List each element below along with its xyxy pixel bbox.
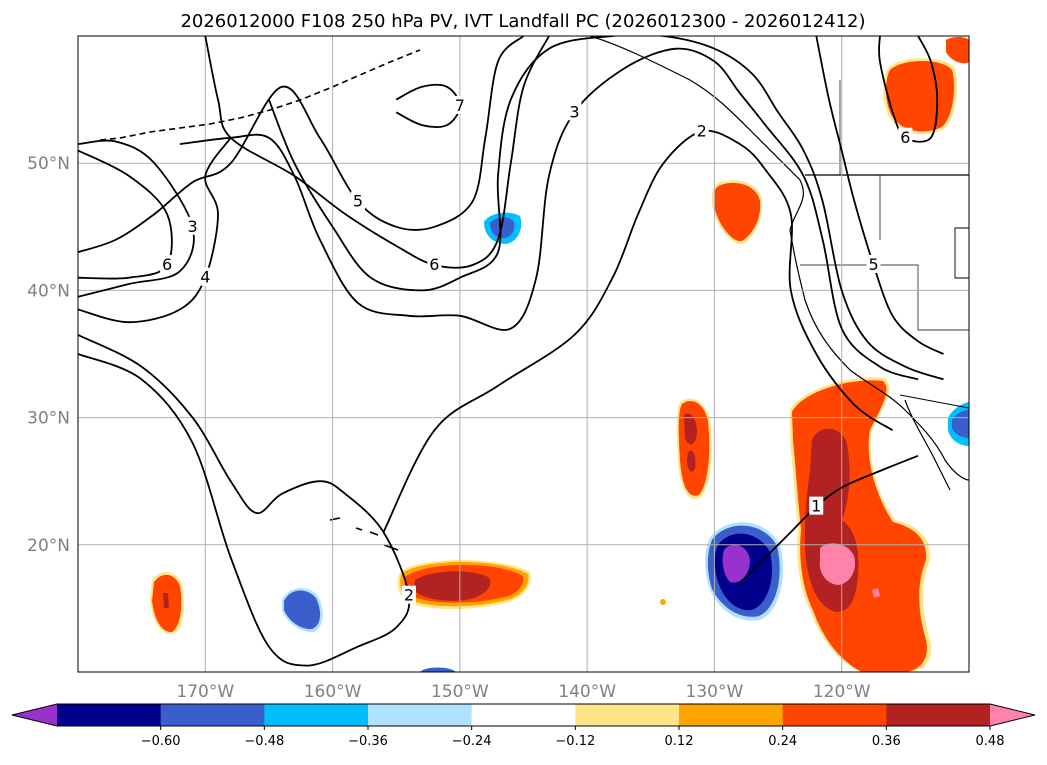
colorbar-segment bbox=[886, 704, 991, 726]
positive-anomaly-blob-west bbox=[150, 572, 184, 635]
colorbar-segment bbox=[160, 704, 265, 726]
colorbar-segment bbox=[575, 704, 680, 726]
pv-contours: 1 2 2 3 3 4 5 5 6 6 6 7 bbox=[78, 36, 944, 667]
colorbar-tick-label: −0.12 bbox=[555, 734, 595, 749]
colorbar-extend-low bbox=[12, 704, 57, 726]
canada-province-borders bbox=[839, 80, 881, 240]
coastlines-and-borders bbox=[99, 36, 969, 551]
pv-contour-4 bbox=[268, 36, 944, 381]
contour-label-bg bbox=[427, 254, 442, 273]
contour-label-bg bbox=[809, 496, 824, 515]
positive-anomaly-blob-bc bbox=[883, 37, 969, 135]
state-borders bbox=[800, 264, 969, 331]
colorbar-tick-label: 0.48 bbox=[976, 734, 1005, 749]
pv-contour-6 bbox=[878, 36, 939, 143]
map-frame bbox=[77, 35, 970, 673]
pv-contour-label: 6 bbox=[900, 128, 910, 147]
contour-label-bg bbox=[567, 102, 582, 121]
hawaiian-islands bbox=[329, 517, 399, 551]
ivt-pc-shading bbox=[150, 37, 969, 672]
chart-title: 2026012000 F108 250 hPa PV, IVT Landfall… bbox=[180, 11, 865, 32]
y-tick-label: 40°N bbox=[27, 281, 70, 301]
colorbar: −0.60 −0.48 −0.36 −0.24 −0.12 0.12 0.24 0.36 0.4… bbox=[11, 703, 1036, 749]
colorbar-tick-label: 0.24 bbox=[768, 734, 797, 749]
x-tick-label: 170°W bbox=[176, 682, 234, 702]
colorbar-tick-label: −0.60 bbox=[141, 734, 181, 749]
us-mexico-border bbox=[899, 394, 969, 409]
colorbar-segment bbox=[679, 704, 784, 726]
positive-anomaly-dot bbox=[660, 599, 666, 605]
colorbar-segment bbox=[57, 704, 162, 726]
north-america-coastline bbox=[589, 36, 969, 481]
colorbar-extend-high bbox=[990, 704, 1035, 726]
positive-anomaly-blob-central-pacific bbox=[397, 560, 531, 610]
pv-contour-label: 3 bbox=[569, 102, 579, 121]
y-tick-label: 20°N bbox=[27, 536, 70, 556]
aleutian-islands bbox=[99, 49, 421, 141]
pv-contour-6 bbox=[204, 36, 550, 269]
pv-contour-label: 5 bbox=[868, 255, 878, 274]
pv-contour-label: 6 bbox=[429, 255, 439, 274]
pv-contour-5 bbox=[815, 36, 944, 355]
colorbar-segment bbox=[368, 704, 473, 726]
negative-anomaly-blob-hawaii-west bbox=[282, 588, 323, 633]
contour-label-bg bbox=[898, 127, 913, 146]
positive-anomaly-blob-oregon-offshore bbox=[711, 180, 763, 245]
pv-contour-label: 6 bbox=[162, 255, 172, 274]
x-axis-ticks: 170°W 160°W 150°W 140°W 130°W 120°W bbox=[176, 682, 870, 702]
pv-contour-label: 1 bbox=[811, 497, 821, 516]
negative-anomaly-blob-east-edge bbox=[948, 402, 969, 446]
contour-label-bg bbox=[160, 254, 175, 273]
contour-label-bg bbox=[452, 95, 467, 114]
positive-anomaly-blob-30n bbox=[676, 398, 712, 500]
x-tick-label: 130°W bbox=[686, 682, 744, 702]
pv-contour-5 bbox=[78, 36, 525, 254]
y-tick-label: 50°N bbox=[27, 154, 70, 174]
colorbar-segment bbox=[264, 704, 369, 726]
pv-contour-label: 7 bbox=[455, 96, 465, 115]
x-tick-label: 160°W bbox=[304, 682, 362, 702]
negative-anomaly-blob-bottom bbox=[420, 667, 456, 672]
pv-contour-label: 4 bbox=[200, 268, 210, 287]
positive-anomaly-blob-baja bbox=[790, 377, 932, 672]
pv-contour-3 bbox=[179, 47, 919, 381]
contour-label-bg bbox=[866, 254, 881, 273]
pv-contour-label: 3 bbox=[187, 217, 197, 236]
contour-label-bg bbox=[694, 121, 709, 140]
pv-contour-6 bbox=[78, 149, 173, 280]
colorbar-tick-label: 0.36 bbox=[872, 734, 901, 749]
y-axis-ticks: 20°N 30°N 40°N 50°N bbox=[27, 154, 70, 556]
contour-label-bg bbox=[401, 585, 416, 604]
pv-contour-2 bbox=[382, 129, 894, 533]
contour-label-bg bbox=[185, 216, 200, 235]
pv-contour-label: 5 bbox=[353, 191, 363, 210]
baja-coastline bbox=[904, 399, 951, 491]
negative-anomaly-blob-north bbox=[484, 212, 522, 244]
pv-contour-label: 2 bbox=[697, 121, 707, 140]
x-tick-label: 120°W bbox=[813, 682, 871, 702]
colorbar-tick-label: −0.36 bbox=[348, 734, 388, 749]
colorbar-tick-label: −0.48 bbox=[244, 734, 284, 749]
colorbar-tick-label: 0.12 bbox=[665, 734, 694, 749]
x-tick-label: 140°W bbox=[558, 682, 616, 702]
pv-contour-label: 2 bbox=[404, 586, 414, 605]
colorbar-segment bbox=[471, 704, 576, 726]
contour-label-bg bbox=[351, 191, 366, 210]
negative-anomaly-blob-main bbox=[705, 522, 784, 621]
y-tick-label: 30°N bbox=[27, 409, 70, 429]
contour-label-bg bbox=[198, 267, 213, 286]
x-tick-label: 150°W bbox=[431, 682, 489, 702]
colorbar-tick-label: −0.24 bbox=[452, 734, 492, 749]
inset-border bbox=[954, 227, 969, 279]
colorbar-segment bbox=[782, 704, 887, 726]
